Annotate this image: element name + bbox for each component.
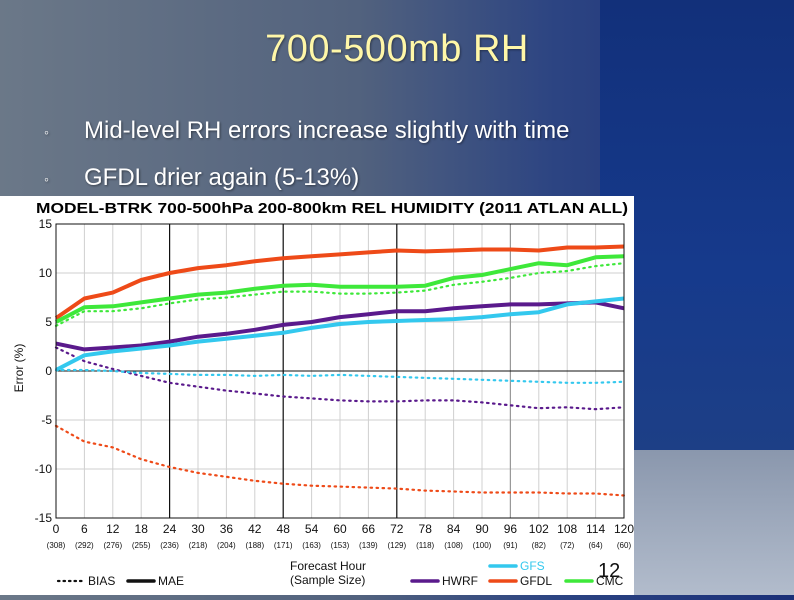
series-line-cmc-bias (54, 262, 626, 327)
legend-label-gfdl: GFDL (520, 574, 552, 588)
x-tick-label: 42 (248, 522, 262, 536)
bullet-text: GFDL drier again (5-13%) (84, 164, 360, 191)
sample-size-label: (91) (503, 541, 518, 550)
series-line-hwrf-bias (54, 346, 626, 411)
sample-size-label: (163) (302, 541, 321, 550)
sample-size-label: (108) (444, 541, 463, 550)
series-line-gfdl-mae (54, 244, 625, 320)
y-tick-label: 0 (45, 364, 52, 378)
y-tick-label: -15 (35, 511, 53, 525)
bullet-item-2: ◦ GFDL drier again (5-13%) (44, 164, 359, 192)
sample-size-label: (255) (132, 541, 151, 550)
y-axis-label: Error (%) (12, 344, 26, 393)
x-tick-label: 66 (362, 522, 376, 536)
sample-size-label: (153) (331, 541, 350, 550)
y-tick-label: -10 (35, 462, 53, 476)
x-tick-label: 6 (81, 522, 88, 536)
x-tick-label: 90 (475, 522, 489, 536)
sample-size-label: (82) (532, 541, 547, 550)
x-tick-label: 0 (53, 522, 60, 536)
legend-label-bias: BIAS (88, 574, 115, 588)
x-tick-label: 60 (333, 522, 347, 536)
x-tick-label: 96 (504, 522, 518, 536)
sample-size-label: (292) (75, 541, 94, 550)
page-number: 12 (598, 560, 621, 582)
sample-size-label: (118) (416, 541, 434, 550)
sample-size-label: (171) (274, 541, 293, 550)
plot-frame (55, 223, 625, 519)
y-tick-label: -5 (41, 413, 52, 427)
slide-title: 700-500mb RH (265, 28, 529, 70)
series-line-hwrf-mae (55, 300, 625, 352)
x-tick-label: 54 (305, 522, 319, 536)
x-tick-label: 48 (277, 522, 291, 536)
line-chart: MODEL-BTRK 700-500hPa 200-800km REL HUMI… (12, 201, 634, 588)
x-axis-sublabel: (Sample Size) (290, 573, 365, 587)
sample-size-label: (72) (560, 541, 575, 550)
series-line-gfs-mae (55, 296, 625, 372)
x-tick-label: 114 (586, 522, 605, 536)
x-tick-label: 84 (447, 522, 461, 536)
sample-size-label: (129) (387, 541, 406, 550)
sample-size-label: (276) (103, 541, 122, 550)
chart-legend: BIAS MAE GFS HWRF GFDL CMC (56, 559, 624, 588)
sample-size-label: (308) (47, 541, 66, 550)
x-tick-label: 24 (163, 522, 177, 536)
series-line-cmc-mae (55, 254, 625, 324)
sample-size-label: (218) (189, 541, 208, 550)
sample-size-label: (188) (245, 541, 264, 550)
bullet-glyph: ◦ (44, 170, 49, 187)
sample-size-label: (236) (160, 541, 179, 550)
legend-label-cmc: CMC (596, 574, 624, 588)
sample-size-label: (64) (588, 541, 603, 550)
x-tick-label: 72 (390, 522, 404, 536)
chart-title: MODEL-BTRK 700-500hPa 200-800km REL HUMI… (36, 201, 628, 217)
sample-size-label: (139) (359, 541, 378, 550)
sample-size-label: (60) (617, 541, 632, 550)
x-axis-label: Forecast Hour (290, 559, 366, 573)
y-tick-label: 15 (39, 217, 53, 231)
bullet-glyph: ◦ (44, 123, 49, 140)
chart-panel: MODEL-BTRK 700-500hPa 200-800km REL HUMI… (0, 196, 634, 595)
y-tick-label: 10 (39, 266, 53, 280)
x-tick-label: 36 (220, 522, 234, 536)
legend-label-gfs: GFS (520, 559, 545, 573)
x-tick-label: 30 (191, 522, 205, 536)
x-tick-label: 120 (614, 522, 634, 536)
x-tick-label: 12 (106, 522, 120, 536)
bullet-item-1: ◦ Mid-level RH errors increase slightly w… (44, 117, 569, 145)
legend-label-hwrf: HWRF (442, 574, 478, 588)
x-tick-label: 108 (557, 522, 577, 536)
x-tick-label: 18 (135, 522, 149, 536)
legend-label-mae: MAE (158, 574, 184, 588)
sample-size-label: (100) (473, 541, 492, 550)
y-tick-label: 5 (45, 315, 52, 329)
x-tick-label: 102 (529, 522, 549, 536)
x-tick-label: 78 (419, 522, 433, 536)
series-line-gfs-bias (54, 368, 626, 384)
series-line-gfdl-bias (54, 424, 626, 497)
sample-size-label: (204) (217, 541, 236, 550)
bullet-text: Mid-level RH errors increase slightly wi… (84, 117, 570, 144)
